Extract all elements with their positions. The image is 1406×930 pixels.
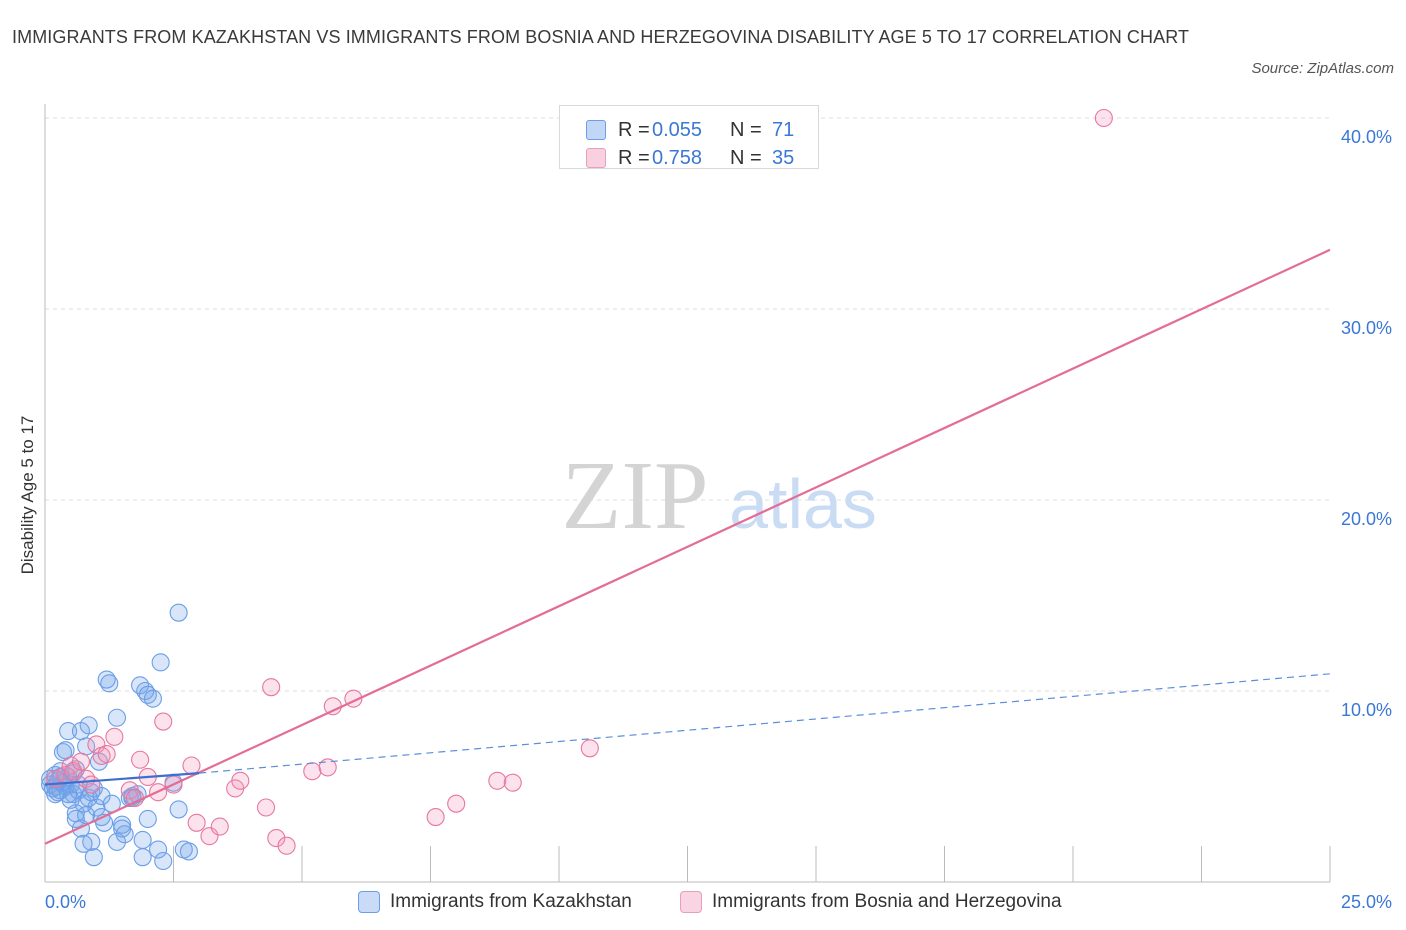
stats-legend: R = 0.055 N = 71 R = 0.758 N = 35 — [559, 105, 819, 169]
bosnia-point — [210, 817, 229, 836]
kazakhstan-point — [169, 800, 188, 819]
tick-labels: 10.0% 20.0% 30.0% 40.0% 0.0% 25.0% — [45, 127, 1392, 912]
kazakhstan-swatch — [358, 891, 380, 913]
kazakhstan-point — [87, 798, 106, 817]
n-value: 35 — [772, 146, 795, 169]
bosnia-point — [105, 727, 124, 746]
kazakhstan-point — [174, 840, 193, 859]
bosnia-point — [488, 771, 507, 790]
kazakhstan-swatch — [586, 120, 606, 140]
y-tick-label: 30.0% — [1341, 318, 1392, 338]
kazakhstan-point — [115, 825, 134, 844]
source-label: Source: ZipAtlas.com — [1251, 60, 1394, 77]
kazakhstan-point — [133, 830, 152, 850]
kazakhstan-point — [84, 848, 103, 867]
kazakhstan-trend-extension — [199, 673, 1331, 774]
legend-label-kazakhstan: Immigrants from Kazakhstan — [390, 891, 632, 912]
watermark-zip: ZIP — [562, 442, 709, 550]
n-label: N = — [730, 146, 762, 169]
kazakhstan-point — [133, 848, 152, 867]
x-tick-label-min: 0.0% — [45, 892, 86, 912]
kazakhstan-point — [169, 603, 188, 622]
kazakhstan-point — [151, 653, 170, 672]
r-value: 0.055 — [652, 118, 703, 141]
bosnia-point — [318, 758, 337, 777]
watermark-atlas: atlas — [729, 465, 877, 543]
kazakhstan-point — [149, 840, 168, 859]
y-axis-title: Disability Age 5 to 17 — [18, 415, 37, 575]
kazakhstan-trend-line — [44, 772, 200, 786]
kazakhstan-point — [74, 834, 93, 853]
legend-item-kazakhstan[interactable]: Immigrants from Kazakhstan — [358, 888, 632, 916]
bosnia-point — [77, 769, 96, 788]
y-tick-label: 40.0% — [1341, 127, 1392, 147]
r-label: R = — [618, 146, 650, 169]
kazakhstan-point — [46, 785, 65, 804]
bosnia-point — [154, 712, 173, 731]
bosnia-point — [303, 762, 322, 781]
bosnia-point — [426, 808, 445, 827]
r-label: R = — [618, 118, 650, 141]
bosnia-point — [267, 829, 286, 848]
y-tick-label: 10.0% — [1341, 700, 1392, 720]
kazakhstan-point — [56, 741, 75, 760]
bosnia-swatch — [680, 891, 702, 913]
bosnia-point — [323, 697, 342, 716]
legend-label-bosnia: Immigrants from Bosnia and Herzegovina — [712, 891, 1062, 912]
bosnia-point — [182, 756, 201, 775]
kazakhstan-point — [154, 851, 173, 871]
kazakhstan-point — [138, 809, 157, 829]
bosnia-point — [262, 678, 281, 697]
bosnia-point — [97, 744, 116, 764]
bosnia-point — [1094, 108, 1113, 128]
kazakhstan-point — [53, 743, 73, 762]
kazakhstan-point — [59, 722, 78, 741]
kazakhstan-point — [100, 674, 119, 693]
kazakhstan-point — [79, 716, 98, 735]
chart-title: IMMIGRANTS FROM KAZAKHSTAN VS IMMIGRANTS… — [12, 27, 1190, 47]
kazakhstan-point — [131, 676, 150, 695]
bosnia-point — [231, 771, 250, 790]
y-tick-label: 20.0% — [1341, 509, 1392, 529]
trend-lines — [44, 248, 1331, 845]
bosnia-trend-line — [44, 248, 1331, 845]
watermark: ZIP atlas — [562, 442, 877, 550]
stats-row-bosnia: R = 0.758 N = 35 — [586, 145, 794, 171]
kazakhstan-point — [107, 832, 127, 851]
bosnia-point — [277, 836, 296, 855]
kazakhstan-point — [82, 832, 101, 851]
n-label: N = — [730, 118, 762, 141]
axes — [44, 104, 1331, 883]
kazakhstan-point — [66, 809, 85, 829]
x-tick-label-max: 25.0% — [1341, 892, 1392, 912]
legend-item-bosnia[interactable]: Immigrants from Bosnia and Herzegovina — [680, 888, 1062, 916]
bosnia-point — [82, 775, 101, 794]
gridlines — [45, 117, 1330, 692]
kazakhstan-point — [143, 689, 162, 708]
bosnia-point — [187, 813, 206, 832]
bosnia-point — [131, 750, 150, 769]
bosnia-point — [256, 798, 276, 817]
bosnia-point — [447, 794, 466, 813]
bosnia-point — [71, 752, 91, 771]
bosnia-point — [503, 773, 522, 792]
r-value: 0.758 — [652, 146, 703, 169]
bosnia-swatch — [586, 148, 606, 168]
kazakhstan-point — [92, 786, 111, 806]
n-value: 71 — [772, 118, 795, 141]
stats-row-kazakhstan: R = 0.055 N = 71 — [586, 117, 794, 143]
bosnia-point — [580, 739, 599, 758]
kazakhstan-point — [107, 708, 127, 727]
